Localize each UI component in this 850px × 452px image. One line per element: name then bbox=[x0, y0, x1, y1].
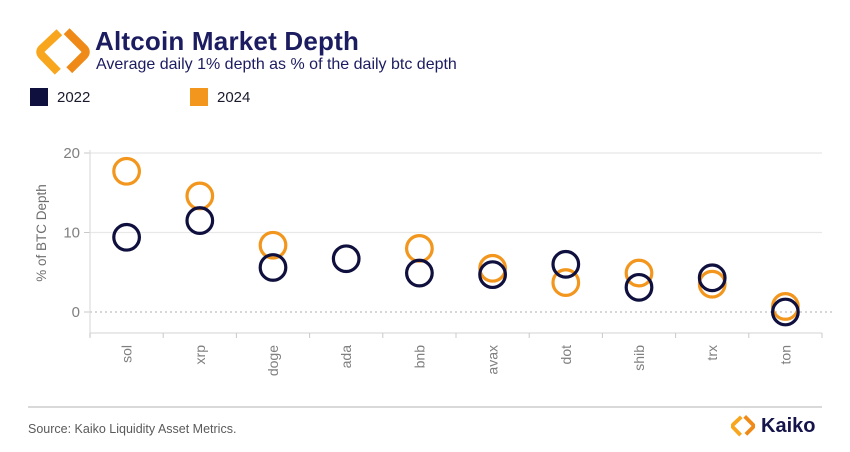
brand-lockup: Kaiko bbox=[731, 414, 815, 438]
point-2022-xrp bbox=[185, 206, 215, 235]
point-2024-doge bbox=[258, 230, 288, 260]
x-tick-label-dot: dot bbox=[558, 345, 574, 365]
x-tick-label-shib: shib bbox=[631, 345, 647, 371]
x-tick-label-avax: avax bbox=[485, 345, 501, 375]
x-tick-label-ada: ada bbox=[338, 345, 354, 369]
point-2022-ada bbox=[331, 244, 361, 274]
legend-item-2024: 2024 bbox=[190, 88, 250, 106]
point-2022-ton bbox=[771, 297, 800, 327]
legend-label-2024: 2024 bbox=[217, 88, 251, 106]
x-tick-label-trx: trx bbox=[704, 345, 720, 361]
y-axis-title: % of BTC Depth bbox=[34, 184, 49, 282]
x-tick-label-sol: sol bbox=[119, 345, 135, 363]
x-tick-label-bnb: bnb bbox=[411, 345, 427, 369]
point-2024-avax bbox=[478, 253, 508, 283]
legend-item-2022: 2022 bbox=[30, 88, 90, 106]
point-2022-bnb bbox=[405, 258, 434, 288]
point-2022-sol bbox=[112, 222, 141, 252]
point-2024-dot bbox=[551, 268, 581, 297]
point-2022-trx bbox=[697, 263, 727, 293]
y-tick-label: 10 bbox=[63, 225, 80, 242]
x-tick-label-xrp: xrp bbox=[192, 345, 208, 365]
page-title: Altcoin Market Depth bbox=[95, 26, 360, 56]
y-tick-label: 20 bbox=[63, 145, 80, 162]
legend-swatch-2022 bbox=[30, 88, 48, 106]
point-2024-bnb bbox=[405, 233, 434, 263]
point-2024-shib bbox=[624, 258, 654, 288]
legend-label-2022: 2022 bbox=[57, 88, 91, 106]
point-2022-shib bbox=[624, 272, 654, 302]
source-note: Source: Kaiko Liquidity Asset Metrics. bbox=[28, 422, 237, 436]
point-2022-dot bbox=[551, 249, 581, 279]
y-tick-label: 0 bbox=[72, 304, 80, 321]
point-2022-avax bbox=[478, 260, 508, 290]
point-2024-ton bbox=[771, 292, 800, 321]
brand-name: Kaiko bbox=[761, 414, 816, 437]
x-tick-label-doge: doge bbox=[265, 345, 281, 376]
footer-divider bbox=[28, 406, 822, 408]
point-2024-xrp bbox=[185, 181, 215, 211]
kaiko-logo-icon bbox=[36, 28, 90, 75]
point-2024-trx bbox=[697, 269, 727, 299]
x-tick-label-ton: ton bbox=[777, 345, 793, 364]
legend-swatch-2024 bbox=[190, 88, 208, 106]
point-2022-doge bbox=[258, 253, 288, 282]
scatter-chart: 0 10 20 sol xrp doge ada bnb avax dot shib trx ton % … bbox=[34, 145, 832, 376]
kaiko-brand-icon bbox=[731, 415, 755, 437]
page-subtitle: Average daily 1% depth as % of the daily… bbox=[96, 56, 457, 73]
point-2024-sol bbox=[112, 156, 141, 186]
